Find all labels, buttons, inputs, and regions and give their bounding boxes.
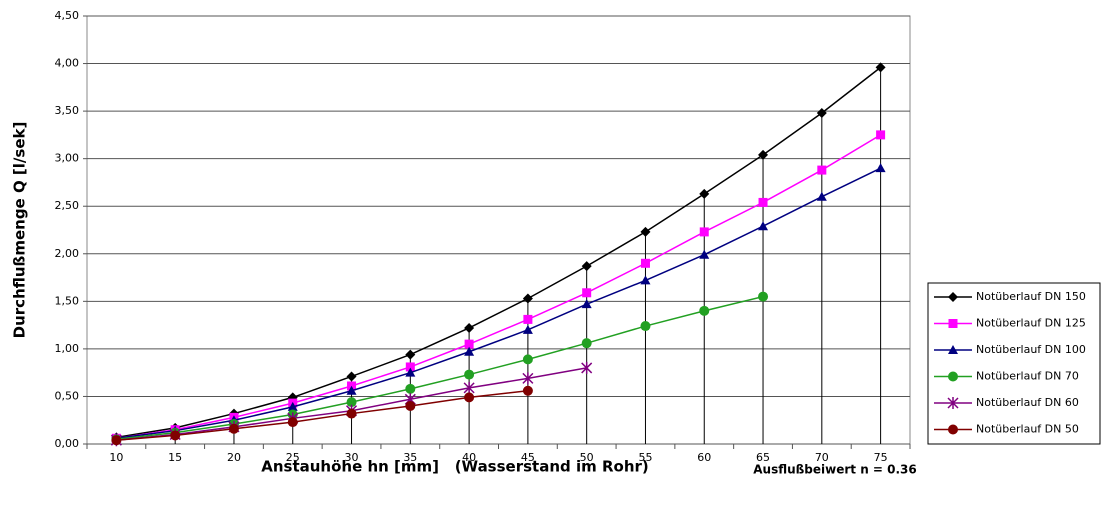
y-tick-label: 1,00 [55, 342, 80, 355]
data-point [287, 417, 298, 428]
y-axis-title: Durchflußmenge Q [l/sek] [11, 122, 29, 339]
y-tick-label: 1,50 [55, 294, 80, 307]
data-point [699, 249, 710, 259]
data-point [287, 401, 298, 411]
data-point [464, 339, 474, 349]
data-point [581, 299, 592, 309]
x-tick-label: 75 [874, 451, 888, 464]
x-tick-label: 20 [227, 451, 241, 464]
y-tick-label: 4,00 [55, 57, 80, 70]
data-point [346, 408, 357, 419]
data-point [522, 372, 534, 385]
data-point [758, 149, 769, 160]
x-tick-label: 55 [638, 451, 652, 464]
data-point [522, 354, 533, 365]
series-line [116, 134, 881, 440]
legend-label: Notüberlauf DN 125 [976, 317, 1086, 330]
data-point [758, 291, 769, 302]
x-tick-label: 70 [815, 451, 829, 464]
y-tick-label: 2,50 [55, 199, 80, 212]
data-point [875, 163, 886, 173]
x-tick-label: 10 [109, 451, 123, 464]
x-tick-label: 45 [521, 451, 535, 464]
data-point [582, 288, 592, 298]
x-tick-label: 35 [403, 451, 417, 464]
data-point [228, 423, 239, 434]
data-point [699, 227, 709, 237]
data-point [464, 346, 475, 356]
x-axis-title: Anstauhöhe hn [mm] (Wasserstand im Rohr) [261, 458, 649, 476]
legend-marker [948, 371, 958, 382]
x-tick-label: 25 [286, 451, 300, 464]
legend-label: Notüberlauf DN 70 [976, 370, 1079, 383]
annotation: Ausflußbeiwert n = 0.36 [753, 463, 917, 477]
legend-label: Notüberlauf DN 50 [976, 423, 1079, 436]
data-point [405, 349, 416, 360]
y-tick-label: 2,00 [55, 247, 80, 260]
plot-area [86, 15, 911, 445]
series-line [116, 167, 881, 440]
data-point [640, 226, 651, 237]
data-point [464, 322, 475, 333]
data-point [758, 197, 768, 207]
legend-marker [948, 345, 958, 354]
data-point [464, 369, 475, 380]
data-point [463, 381, 475, 394]
series-line [116, 389, 528, 441]
data-point [522, 324, 533, 334]
data-point [581, 261, 592, 272]
legend-box [927, 282, 1101, 445]
data-point [758, 221, 769, 231]
x-tick-label: 60 [697, 451, 711, 464]
data-point [464, 392, 475, 403]
data-point [405, 367, 416, 377]
y-tick-label: 4,50 [55, 9, 80, 22]
x-tick-label: 65 [756, 451, 770, 464]
data-point [640, 321, 651, 332]
data-point [816, 191, 827, 201]
x-tick-label: 40 [462, 451, 476, 464]
data-point [346, 385, 357, 395]
legend-label: Notüberlauf DN 100 [976, 343, 1086, 356]
data-point [170, 430, 181, 441]
data-point [111, 435, 122, 446]
data-point [875, 62, 886, 73]
legend-label: Notüberlauf DN 60 [976, 396, 1079, 409]
legend-marker [948, 292, 958, 302]
data-point [640, 275, 651, 285]
data-point [640, 258, 650, 268]
data-point [405, 362, 415, 372]
data-point [346, 397, 357, 408]
series-line [116, 66, 882, 439]
y-tick-label: 0,00 [55, 437, 80, 450]
data-point [699, 305, 710, 316]
legend-label: Notüberlauf DN 150 [976, 290, 1086, 303]
y-tick-label: 0,50 [55, 389, 80, 402]
x-tick-label: 15 [168, 451, 182, 464]
data-point [699, 188, 710, 199]
data-point [405, 400, 416, 411]
legend-marker [947, 397, 959, 409]
legend-marker [948, 424, 958, 435]
data-point [816, 108, 827, 119]
x-tick-label: 50 [580, 451, 594, 464]
y-tick-label: 3,50 [55, 104, 80, 117]
data-point [405, 383, 416, 394]
data-point [581, 361, 593, 374]
data-point [876, 130, 886, 140]
series-line [116, 295, 764, 440]
x-tick-label: 30 [345, 451, 359, 464]
data-point [581, 338, 592, 349]
legend-marker [948, 319, 958, 328]
data-point [523, 314, 533, 324]
data-point [346, 371, 357, 382]
y-tick-label: 3,00 [55, 152, 80, 165]
data-point [817, 165, 827, 175]
data-point [522, 385, 533, 396]
data-point [522, 293, 533, 304]
